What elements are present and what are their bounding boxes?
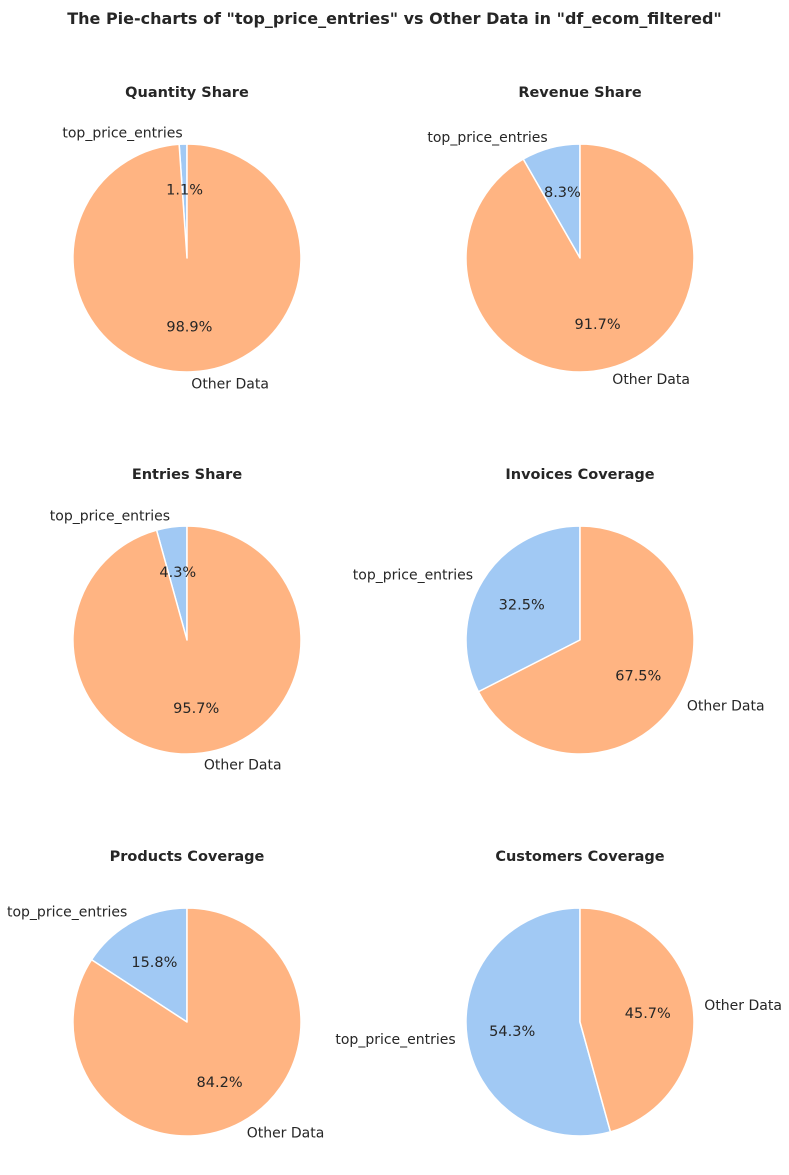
pie-slice-top-price-entries	[465, 907, 612, 1137]
slice-percent-label: 98.9%	[166, 319, 212, 335]
chart-title-revenue-share: Revenue Share	[518, 85, 642, 101]
wedges-invoices-coverage	[465, 525, 695, 755]
pie-slice-other-data	[477, 525, 695, 755]
slice-category-label: top_price_entries	[50, 509, 170, 525]
slice-percent-label: 91.7%	[575, 317, 621, 333]
slice-percent-label: 32.5%	[499, 597, 545, 613]
pie-slice-other-data	[72, 143, 302, 373]
labels-invoices-coverage: 32.5% top_price_entries 67.5% Other Data	[353, 568, 765, 715]
pie-slice-other-data	[72, 525, 302, 755]
slice-percent-label: 15.8%	[131, 955, 177, 971]
wedges-quantity-share	[72, 143, 302, 373]
pie-chart-entries-share: Entries Share 4.3% top_price_entries 95.7% O…	[50, 467, 302, 774]
wedges-customers-coverage	[465, 907, 695, 1137]
pie-chart-quantity-share: Quantity Share 1.1% top_price_entries 98.9%…	[62, 85, 302, 393]
slice-percent-label: 1.1%	[166, 183, 203, 199]
pie-chart-invoices-coverage: Invoices Coverage 32.5% top_price_entries 6…	[353, 467, 765, 755]
pie-chart-products-coverage: Products Coverage 15.8% top_price_entries 8…	[7, 849, 324, 1141]
slice-category-label: top_price_entries	[62, 126, 182, 142]
labels-quantity-share: 1.1% top_price_entries 98.9% Other Data	[62, 126, 269, 393]
chart-title-customers-coverage: Customers Coverage	[495, 849, 664, 865]
slice-category-label: top_price_entries	[7, 905, 127, 921]
slice-percent-label: 67.5%	[615, 669, 661, 685]
chart-title-quantity-share: Quantity Share	[125, 85, 249, 101]
pie-slice-other-data	[72, 907, 302, 1137]
wedges-entries-share	[72, 525, 302, 755]
labels-revenue-share: 8.3% top_price_entries 91.7% Other Data	[427, 130, 690, 388]
pie-slice-top-price-entries	[90, 907, 188, 1023]
pie-chart-customers-coverage: Customers Coverage 54.3% top_price_entries…	[335, 849, 782, 1137]
slice-percent-label: 95.7%	[173, 701, 219, 717]
slice-category-label: top_price_entries	[335, 1032, 455, 1048]
slice-category-label: Other Data	[687, 699, 765, 715]
figure-title: The Pie-charts of "top_price_entries" vs…	[67, 9, 722, 28]
slice-category-label: Other Data	[204, 757, 282, 773]
slice-percent-label: 84.2%	[197, 1075, 243, 1091]
slice-category-label: Other Data	[191, 376, 269, 392]
chart-title-invoices-coverage: Invoices Coverage	[505, 467, 654, 483]
labels-products-coverage: 15.8% top_price_entries 84.2% Other Data	[7, 905, 324, 1142]
pie-chart-revenue-share: Revenue Share 8.3% top_price_entries 91.7% O…	[427, 85, 695, 388]
wedges-revenue-share	[465, 143, 695, 373]
pie-slice-other-data	[579, 907, 695, 1133]
pie-slice-top-price-entries	[465, 525, 581, 693]
slice-percent-label: 8.3%	[544, 185, 581, 201]
slice-category-label: Other Data	[247, 1125, 325, 1141]
slice-category-label: top_price_entries	[427, 130, 547, 146]
labels-entries-share: 4.3% top_price_entries 95.7% Other Data	[50, 509, 282, 774]
chart-title-products-coverage: Products Coverage	[110, 849, 265, 865]
slice-percent-label: 45.7%	[625, 1006, 671, 1022]
pie-slice-other-data	[465, 143, 695, 373]
slice-category-label: top_price_entries	[353, 568, 473, 584]
labels-customers-coverage: 54.3% top_price_entries 45.7% Other Data	[335, 998, 782, 1048]
slice-category-label: Other Data	[612, 372, 690, 388]
slice-category-label: Other Data	[704, 998, 782, 1014]
wedges-products-coverage	[72, 907, 302, 1137]
pie-chart-grid: Quantity Share 1.1% top_price_entries 98.9%…	[7, 85, 782, 1141]
slice-percent-label: 54.3%	[489, 1024, 535, 1040]
slice-percent-label: 4.3%	[159, 565, 196, 581]
chart-title-entries-share: Entries Share	[132, 467, 242, 483]
